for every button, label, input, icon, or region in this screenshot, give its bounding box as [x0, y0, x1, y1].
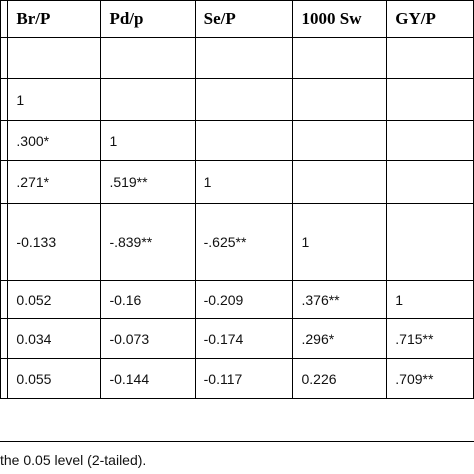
table-row: 0.055 -0.144 -0.117 0.226.709** — [0, 358, 474, 399]
table-cell — [386, 120, 474, 161]
table-cell: .519** — [100, 160, 196, 204]
table-cell — [100, 78, 196, 121]
table-cell: 1 — [7, 78, 102, 121]
table-cell: 0.034 — [7, 318, 102, 359]
table-cell — [386, 78, 474, 121]
table-cell — [100, 37, 196, 79]
table-cell: .296* — [292, 318, 388, 359]
table-row: 0.034 -0.073 -0.174.296* .715** — [0, 318, 474, 359]
row-stub — [0, 358, 9, 399]
table-cell: 0.055 — [7, 358, 102, 399]
table-row: 1 — [0, 78, 474, 121]
row-stub — [0, 280, 9, 319]
table-row: .271* .519** 1 — [0, 160, 474, 204]
table-cell — [194, 78, 294, 121]
table-cell: 1 — [194, 160, 294, 204]
row-stub — [0, 120, 9, 161]
table-cell: -0.133 — [7, 203, 102, 281]
rule — [0, 441, 474, 442]
table-cell — [386, 37, 474, 79]
table-cell: .709** — [386, 358, 474, 399]
table-cell — [292, 160, 388, 204]
table-cell: -0.209 — [194, 280, 294, 319]
table-cell: 1 — [386, 280, 474, 319]
row-stub — [0, 78, 9, 121]
row-stub — [0, 160, 9, 204]
table-cell — [194, 37, 294, 79]
table-cell — [194, 120, 294, 161]
table-cell — [292, 120, 388, 161]
header-cell: Br/P — [7, 0, 102, 38]
table-cell: -.625** — [194, 203, 294, 281]
table-cell: .300* — [7, 120, 102, 161]
table-cell: 0.226 — [292, 358, 388, 399]
row-stub — [0, 318, 9, 359]
table-cell: .271* — [7, 160, 102, 204]
table-cell: 1 — [100, 120, 196, 161]
header-row: Br/P Pd/p Se/P 1000 Sw GY/P — [0, 0, 474, 38]
table-cell: -0.117 — [194, 358, 294, 399]
table-cell: -0.144 — [100, 358, 196, 399]
table-cell: -0.073 — [100, 318, 196, 359]
table-row: -0.133 -.839** -.625** 1 — [0, 203, 474, 281]
header-cell: 1000 Sw — [292, 0, 388, 38]
table-cell: .376** — [292, 280, 388, 319]
table-row — [0, 37, 474, 79]
table-cell — [386, 203, 474, 281]
table-cell — [386, 160, 474, 204]
table-row: 0.052 -0.16 -0.209.376** 1 — [0, 280, 474, 319]
table-cell: .715** — [386, 318, 474, 359]
row-stub — [0, 203, 9, 281]
table-cell: 1 — [292, 203, 388, 281]
footnote: the 0.05 level (2-tailed). — [0, 452, 147, 468]
table-cell: 0.052 — [7, 280, 102, 319]
table-cell — [292, 78, 388, 121]
header-cell: GY/P — [386, 0, 474, 38]
table-row: .300* 1 — [0, 120, 474, 161]
table-cell: -0.16 — [100, 280, 196, 319]
row-stub — [0, 37, 9, 79]
table-cell: -0.174 — [194, 318, 294, 359]
header-cell — [0, 0, 9, 38]
header-cell: Pd/p — [100, 0, 196, 38]
table-cell: -.839** — [100, 203, 196, 281]
table-cell — [292, 37, 388, 79]
table-cell — [7, 37, 102, 79]
correlation-table: Br/P Pd/p Se/P 1000 Sw GY/P 1.300* 1.271* .519… — [0, 0, 474, 399]
header-cell: Se/P — [194, 0, 294, 38]
